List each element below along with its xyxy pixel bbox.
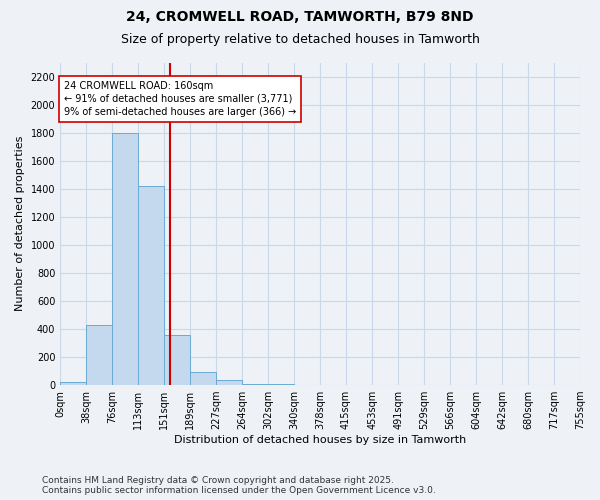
Text: 24, CROMWELL ROAD, TAMWORTH, B79 8ND: 24, CROMWELL ROAD, TAMWORTH, B79 8ND (126, 10, 474, 24)
Text: Size of property relative to detached houses in Tamworth: Size of property relative to detached ho… (121, 32, 479, 46)
Text: 24 CROMWELL ROAD: 160sqm
← 91% of detached houses are smaller (3,771)
9% of semi: 24 CROMWELL ROAD: 160sqm ← 91% of detach… (64, 80, 296, 117)
Bar (112, 132, 138, 385)
Bar (217, 380, 242, 385)
Y-axis label: Number of detached properties: Number of detached properties (15, 136, 25, 312)
Bar (242, 384, 268, 385)
Text: Contains HM Land Registry data © Crown copyright and database right 2025.
Contai: Contains HM Land Registry data © Crown c… (42, 476, 436, 495)
Bar (60, 382, 86, 385)
Bar (190, 372, 217, 385)
Bar (138, 186, 164, 385)
Bar (86, 325, 112, 385)
Bar (268, 384, 294, 385)
Bar (164, 334, 190, 385)
X-axis label: Distribution of detached houses by size in Tamworth: Distribution of detached houses by size … (174, 435, 466, 445)
